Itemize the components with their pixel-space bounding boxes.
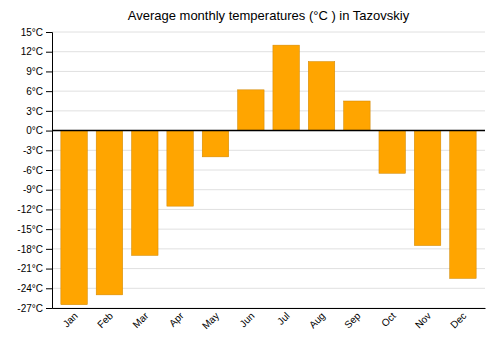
bar	[61, 131, 88, 305]
grid-line	[52, 32, 485, 33]
tick: -9°C	[23, 184, 52, 195]
bar	[308, 62, 335, 131]
tick: -12°C	[17, 204, 52, 215]
x-axis: Jan Feb Mar Apr May Jun Jul Aug Sep Oct Nov Dec	[53, 309, 486, 332]
tick: Jun	[237, 310, 256, 329]
tick-label: -18°C	[17, 244, 43, 255]
chart: -27°C -24°C -21°C -18°C -15°C -12°C -9°C -6°C -3…	[0, 0, 500, 350]
tick: Apr	[167, 310, 186, 329]
bar	[450, 131, 477, 279]
bar	[344, 101, 371, 131]
tick: -15°C	[17, 224, 52, 235]
bar	[202, 131, 229, 157]
tick: 9°C	[26, 66, 52, 77]
tick-label: Feb	[95, 310, 115, 330]
bar	[238, 90, 265, 131]
grid-line	[52, 130, 485, 131]
tick-label: May	[200, 310, 221, 331]
title: Average monthly temperatures (°C ) in Ta…	[128, 8, 410, 23]
tick-label: -3°C	[23, 145, 43, 156]
tick: 12°C	[21, 46, 52, 57]
tick-label: Mar	[130, 310, 150, 330]
tick-mark	[46, 190, 52, 191]
plot-area: -27°C -24°C -21°C -18°C -15°C -12°C -9°C -6°C -3…	[17, 27, 485, 332]
tick: -27°C	[17, 303, 52, 314]
tick-label: 15°C	[21, 27, 43, 38]
tick-mark	[46, 209, 52, 210]
tick-label: Sep	[342, 310, 363, 331]
tick: -24°C	[17, 283, 52, 294]
tick-mark	[46, 229, 52, 230]
tick-label: Dec	[448, 310, 468, 330]
bars	[61, 45, 476, 305]
tick-mark	[46, 131, 52, 132]
bar	[167, 131, 194, 207]
tick-mark	[46, 170, 52, 171]
tick: 3°C	[26, 106, 52, 117]
tick: -6°C	[23, 165, 52, 176]
tick-label: -21°C	[17, 263, 43, 274]
tick-label: Jun	[237, 310, 256, 329]
tick-label: 6°C	[26, 86, 43, 97]
zero-line	[52, 130, 485, 132]
tick-label: 12°C	[21, 46, 43, 57]
bar	[273, 45, 300, 130]
tick: 6°C	[26, 86, 52, 97]
tick-label: Oct	[379, 310, 398, 329]
tick-mark	[46, 111, 52, 112]
tick: Nov	[413, 310, 433, 330]
tick-label: Nov	[413, 310, 433, 330]
bar	[414, 131, 441, 246]
tick: May	[200, 310, 221, 331]
tick-label: -27°C	[17, 303, 43, 314]
tick-mark	[46, 308, 52, 309]
axis-line	[53, 308, 486, 309]
grid-line	[52, 308, 485, 309]
tick-label: -6°C	[23, 165, 43, 176]
tick-label: -24°C	[17, 283, 43, 294]
tick-mark	[46, 249, 52, 250]
tick: Mar	[130, 310, 150, 330]
bar	[132, 131, 159, 256]
tick-label: 3°C	[26, 106, 43, 117]
bar	[379, 131, 406, 174]
tick-mark	[46, 52, 52, 53]
y-axis: -27°C -24°C -21°C -18°C -15°C -12°C -9°C -6°C -3…	[17, 27, 52, 314]
tick: 0°C	[26, 125, 52, 136]
tick-label: Jul	[275, 310, 292, 327]
tick: Dec	[448, 310, 468, 330]
tick: 15°C	[21, 27, 52, 38]
tick-mark	[46, 91, 52, 92]
tick: -21°C	[17, 263, 52, 274]
tick: Oct	[379, 310, 398, 329]
tick: Feb	[95, 310, 115, 330]
grid-line	[52, 51, 485, 52]
tick-label: -12°C	[17, 204, 43, 215]
axis-line	[46, 33, 53, 309]
tick-label: 9°C	[26, 66, 43, 77]
tick-label: Apr	[167, 310, 186, 329]
tick: -18°C	[17, 244, 52, 255]
tick-mark	[46, 150, 52, 151]
tick-label: Aug	[307, 310, 327, 330]
tick-label: -9°C	[23, 184, 43, 195]
tick: Jan	[61, 310, 80, 329]
grid	[52, 32, 485, 308]
tick-mark	[46, 269, 52, 270]
tick-label: 0°C	[26, 125, 43, 136]
tick-mark	[46, 32, 52, 33]
tick-mark	[46, 288, 52, 289]
tick: Aug	[307, 310, 327, 330]
bar	[96, 131, 123, 295]
tick: Jul	[275, 310, 292, 327]
grid-line	[52, 71, 485, 72]
tick: -3°C	[23, 145, 52, 156]
grid-line	[52, 110, 485, 111]
tick-mark	[46, 71, 52, 72]
grid-line	[52, 91, 485, 92]
tick-label: -15°C	[17, 224, 43, 235]
tick-label: Jan	[61, 310, 80, 329]
tick: Sep	[342, 310, 363, 331]
